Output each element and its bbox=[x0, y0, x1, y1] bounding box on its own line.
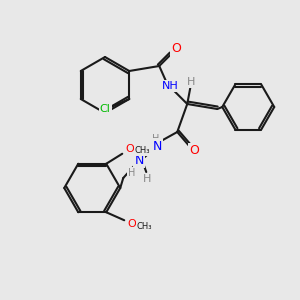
Text: H: H bbox=[152, 134, 159, 144]
Text: O: O bbox=[171, 43, 181, 56]
Text: O: O bbox=[128, 219, 136, 229]
Text: H: H bbox=[187, 77, 195, 87]
Text: CH₃: CH₃ bbox=[134, 146, 150, 155]
Text: Cl: Cl bbox=[100, 104, 111, 114]
Text: H: H bbox=[143, 174, 152, 184]
Text: NH: NH bbox=[162, 81, 178, 91]
Text: O: O bbox=[126, 144, 135, 154]
Text: CH₃: CH₃ bbox=[136, 222, 152, 231]
Text: N: N bbox=[135, 154, 144, 166]
Text: N: N bbox=[153, 140, 162, 152]
Text: H: H bbox=[128, 168, 135, 178]
Text: O: O bbox=[189, 145, 199, 158]
